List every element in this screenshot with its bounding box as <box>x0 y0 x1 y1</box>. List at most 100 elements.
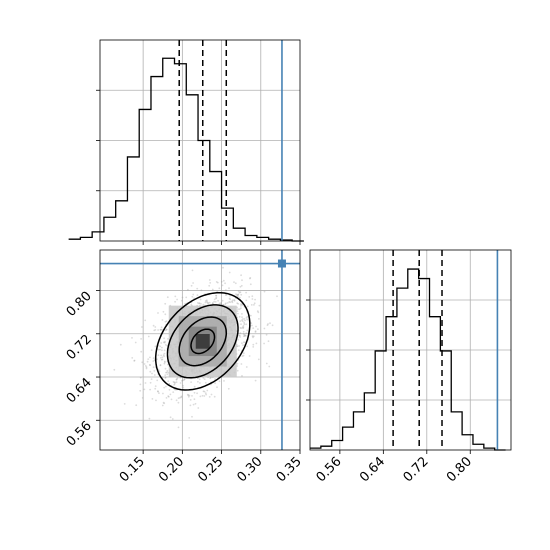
scatter-point <box>243 321 246 324</box>
scatter-point <box>172 391 175 393</box>
scatter-point <box>165 385 167 388</box>
scatter-point <box>231 299 234 302</box>
scatter-point <box>169 416 172 419</box>
scatter-point <box>233 299 236 301</box>
scatter-point <box>154 329 157 331</box>
scatter-point <box>239 303 242 306</box>
scatter-point <box>241 304 244 306</box>
scatter-point <box>164 329 167 332</box>
scatter-point <box>131 357 134 359</box>
scatter-point <box>258 318 260 320</box>
scatter-point <box>242 354 245 357</box>
scatter-point <box>238 334 240 337</box>
scatter-point <box>144 319 147 322</box>
scatter-point <box>246 329 249 332</box>
scatter-point <box>239 332 242 334</box>
scatter-point <box>152 366 155 369</box>
scatter-point <box>251 324 253 327</box>
scatter-point <box>240 274 243 277</box>
scatter-point <box>134 341 137 344</box>
scatter-point <box>159 364 162 367</box>
scatter-point <box>164 320 167 323</box>
scatter-point <box>123 403 126 405</box>
scatter-point <box>179 382 182 384</box>
scatter-point <box>245 334 247 337</box>
scatter-point <box>148 364 151 366</box>
scatter-point <box>231 300 233 303</box>
scatter-point <box>164 374 167 376</box>
scatter-point <box>174 381 177 384</box>
x-tick-label: 0.15 <box>117 454 148 485</box>
scatter-point <box>168 388 171 391</box>
scatter-point <box>245 366 248 368</box>
scatter-point <box>238 308 241 311</box>
scatter-point <box>159 348 161 351</box>
scatter-point <box>255 325 257 328</box>
scatter-point <box>153 370 156 372</box>
scatter-point <box>187 288 189 291</box>
scatter-point <box>218 380 221 383</box>
x-tick-label: 0.20 <box>156 454 187 485</box>
scatter-point <box>243 341 245 344</box>
scatter-point <box>237 290 240 292</box>
scatter-point <box>241 355 244 357</box>
scatter-point <box>173 381 176 384</box>
scatter-point <box>265 362 268 365</box>
scatter-point <box>245 291 248 294</box>
scatter-point <box>229 298 232 301</box>
scatter-point <box>233 281 235 283</box>
scatter-point <box>156 379 159 382</box>
scatter-point <box>231 301 234 304</box>
x-tick-label: 0.72 <box>401 454 432 485</box>
scatter-point <box>165 328 168 331</box>
scatter-point <box>163 349 166 352</box>
scatter-point <box>245 299 248 302</box>
scatter-point <box>190 284 193 287</box>
scatter-point <box>220 280 223 283</box>
scatter-point <box>269 322 271 325</box>
scatter-point <box>113 368 116 371</box>
scatter-point <box>226 302 229 304</box>
scatter-point <box>180 395 183 398</box>
scatter-point <box>188 394 191 397</box>
scatter-point <box>147 358 150 360</box>
scatter-point <box>161 346 163 349</box>
scatter-point <box>238 291 241 294</box>
scatter-point <box>158 392 160 394</box>
scatter-point <box>174 295 177 298</box>
scatter-point <box>173 383 176 385</box>
scatter-point <box>189 399 192 401</box>
scatter-point <box>179 396 182 399</box>
scatter-point <box>157 329 160 331</box>
panel-frame <box>99 39 301 242</box>
scatter-point <box>240 323 242 326</box>
scatter-point <box>157 390 159 392</box>
scatter-point <box>220 302 222 305</box>
scatter-point <box>268 365 271 368</box>
scatter-point <box>196 287 199 290</box>
scatter-point <box>203 395 206 397</box>
scatter-point <box>152 360 155 362</box>
scatter-point <box>176 298 179 301</box>
scatter-point <box>161 404 164 407</box>
scatter-point <box>163 341 166 344</box>
scatter-point <box>166 296 169 299</box>
scatter-point <box>242 333 245 335</box>
scatter-point <box>157 390 159 393</box>
scatter-point <box>215 296 218 299</box>
scatter-point <box>215 294 218 297</box>
scatter-point <box>237 295 239 298</box>
y-tick-label: 0.72 <box>64 332 95 363</box>
scatter-point <box>245 323 248 326</box>
scatter-point <box>240 307 242 309</box>
scatter-point <box>173 384 176 386</box>
scatter-point <box>243 333 246 336</box>
scatter-point <box>160 328 163 331</box>
scatter-point <box>246 345 249 348</box>
scatter-point <box>180 396 183 399</box>
scatter-point <box>237 349 240 351</box>
scatter-point <box>203 390 206 393</box>
truth-marker <box>277 259 286 268</box>
scatter-point <box>181 379 183 382</box>
